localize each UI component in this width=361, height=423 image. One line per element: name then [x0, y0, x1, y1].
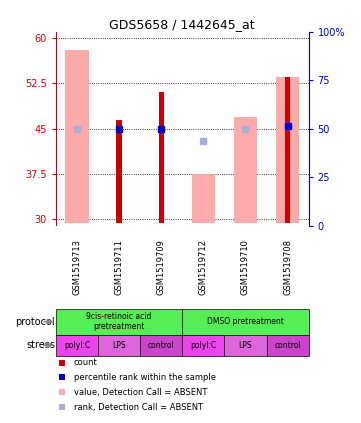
- Text: GSM1519708: GSM1519708: [283, 239, 292, 295]
- Text: protocol: protocol: [16, 317, 55, 327]
- Text: GSM1519709: GSM1519709: [157, 239, 166, 295]
- Bar: [192, 174, 215, 222]
- Text: LPS: LPS: [239, 341, 252, 350]
- Bar: [266, 335, 309, 356]
- Text: GSM1519711: GSM1519711: [115, 239, 123, 295]
- Text: GSM1519713: GSM1519713: [73, 239, 82, 295]
- Text: rank, Detection Call = ABSENT: rank, Detection Call = ABSENT: [74, 403, 203, 412]
- Bar: [276, 77, 299, 222]
- Bar: [116, 120, 122, 222]
- Bar: [225, 335, 266, 356]
- Bar: [158, 92, 164, 222]
- Text: control: control: [148, 341, 175, 350]
- Text: percentile rank within the sample: percentile rank within the sample: [74, 373, 216, 382]
- Text: DMSO pretreatment: DMSO pretreatment: [207, 317, 284, 326]
- Bar: [182, 309, 309, 335]
- Bar: [65, 50, 88, 222]
- Bar: [182, 335, 225, 356]
- Text: stress: stress: [26, 341, 55, 350]
- Bar: [234, 116, 257, 222]
- Text: GSM1519712: GSM1519712: [199, 239, 208, 295]
- Text: control: control: [274, 341, 301, 350]
- Title: GDS5658 / 1442645_at: GDS5658 / 1442645_at: [109, 18, 255, 30]
- Text: polyI:C: polyI:C: [190, 341, 217, 350]
- Text: GSM1519710: GSM1519710: [241, 239, 250, 295]
- Bar: [140, 335, 182, 356]
- Text: count: count: [74, 358, 97, 367]
- Text: 9cis-retinoic acid
pretreatment: 9cis-retinoic acid pretreatment: [86, 312, 152, 332]
- Text: polyI:C: polyI:C: [64, 341, 90, 350]
- Text: LPS: LPS: [112, 341, 126, 350]
- Bar: [98, 335, 140, 356]
- Bar: [285, 77, 290, 222]
- Bar: [56, 309, 182, 335]
- Text: value, Detection Call = ABSENT: value, Detection Call = ABSENT: [74, 388, 207, 397]
- Bar: [56, 335, 98, 356]
